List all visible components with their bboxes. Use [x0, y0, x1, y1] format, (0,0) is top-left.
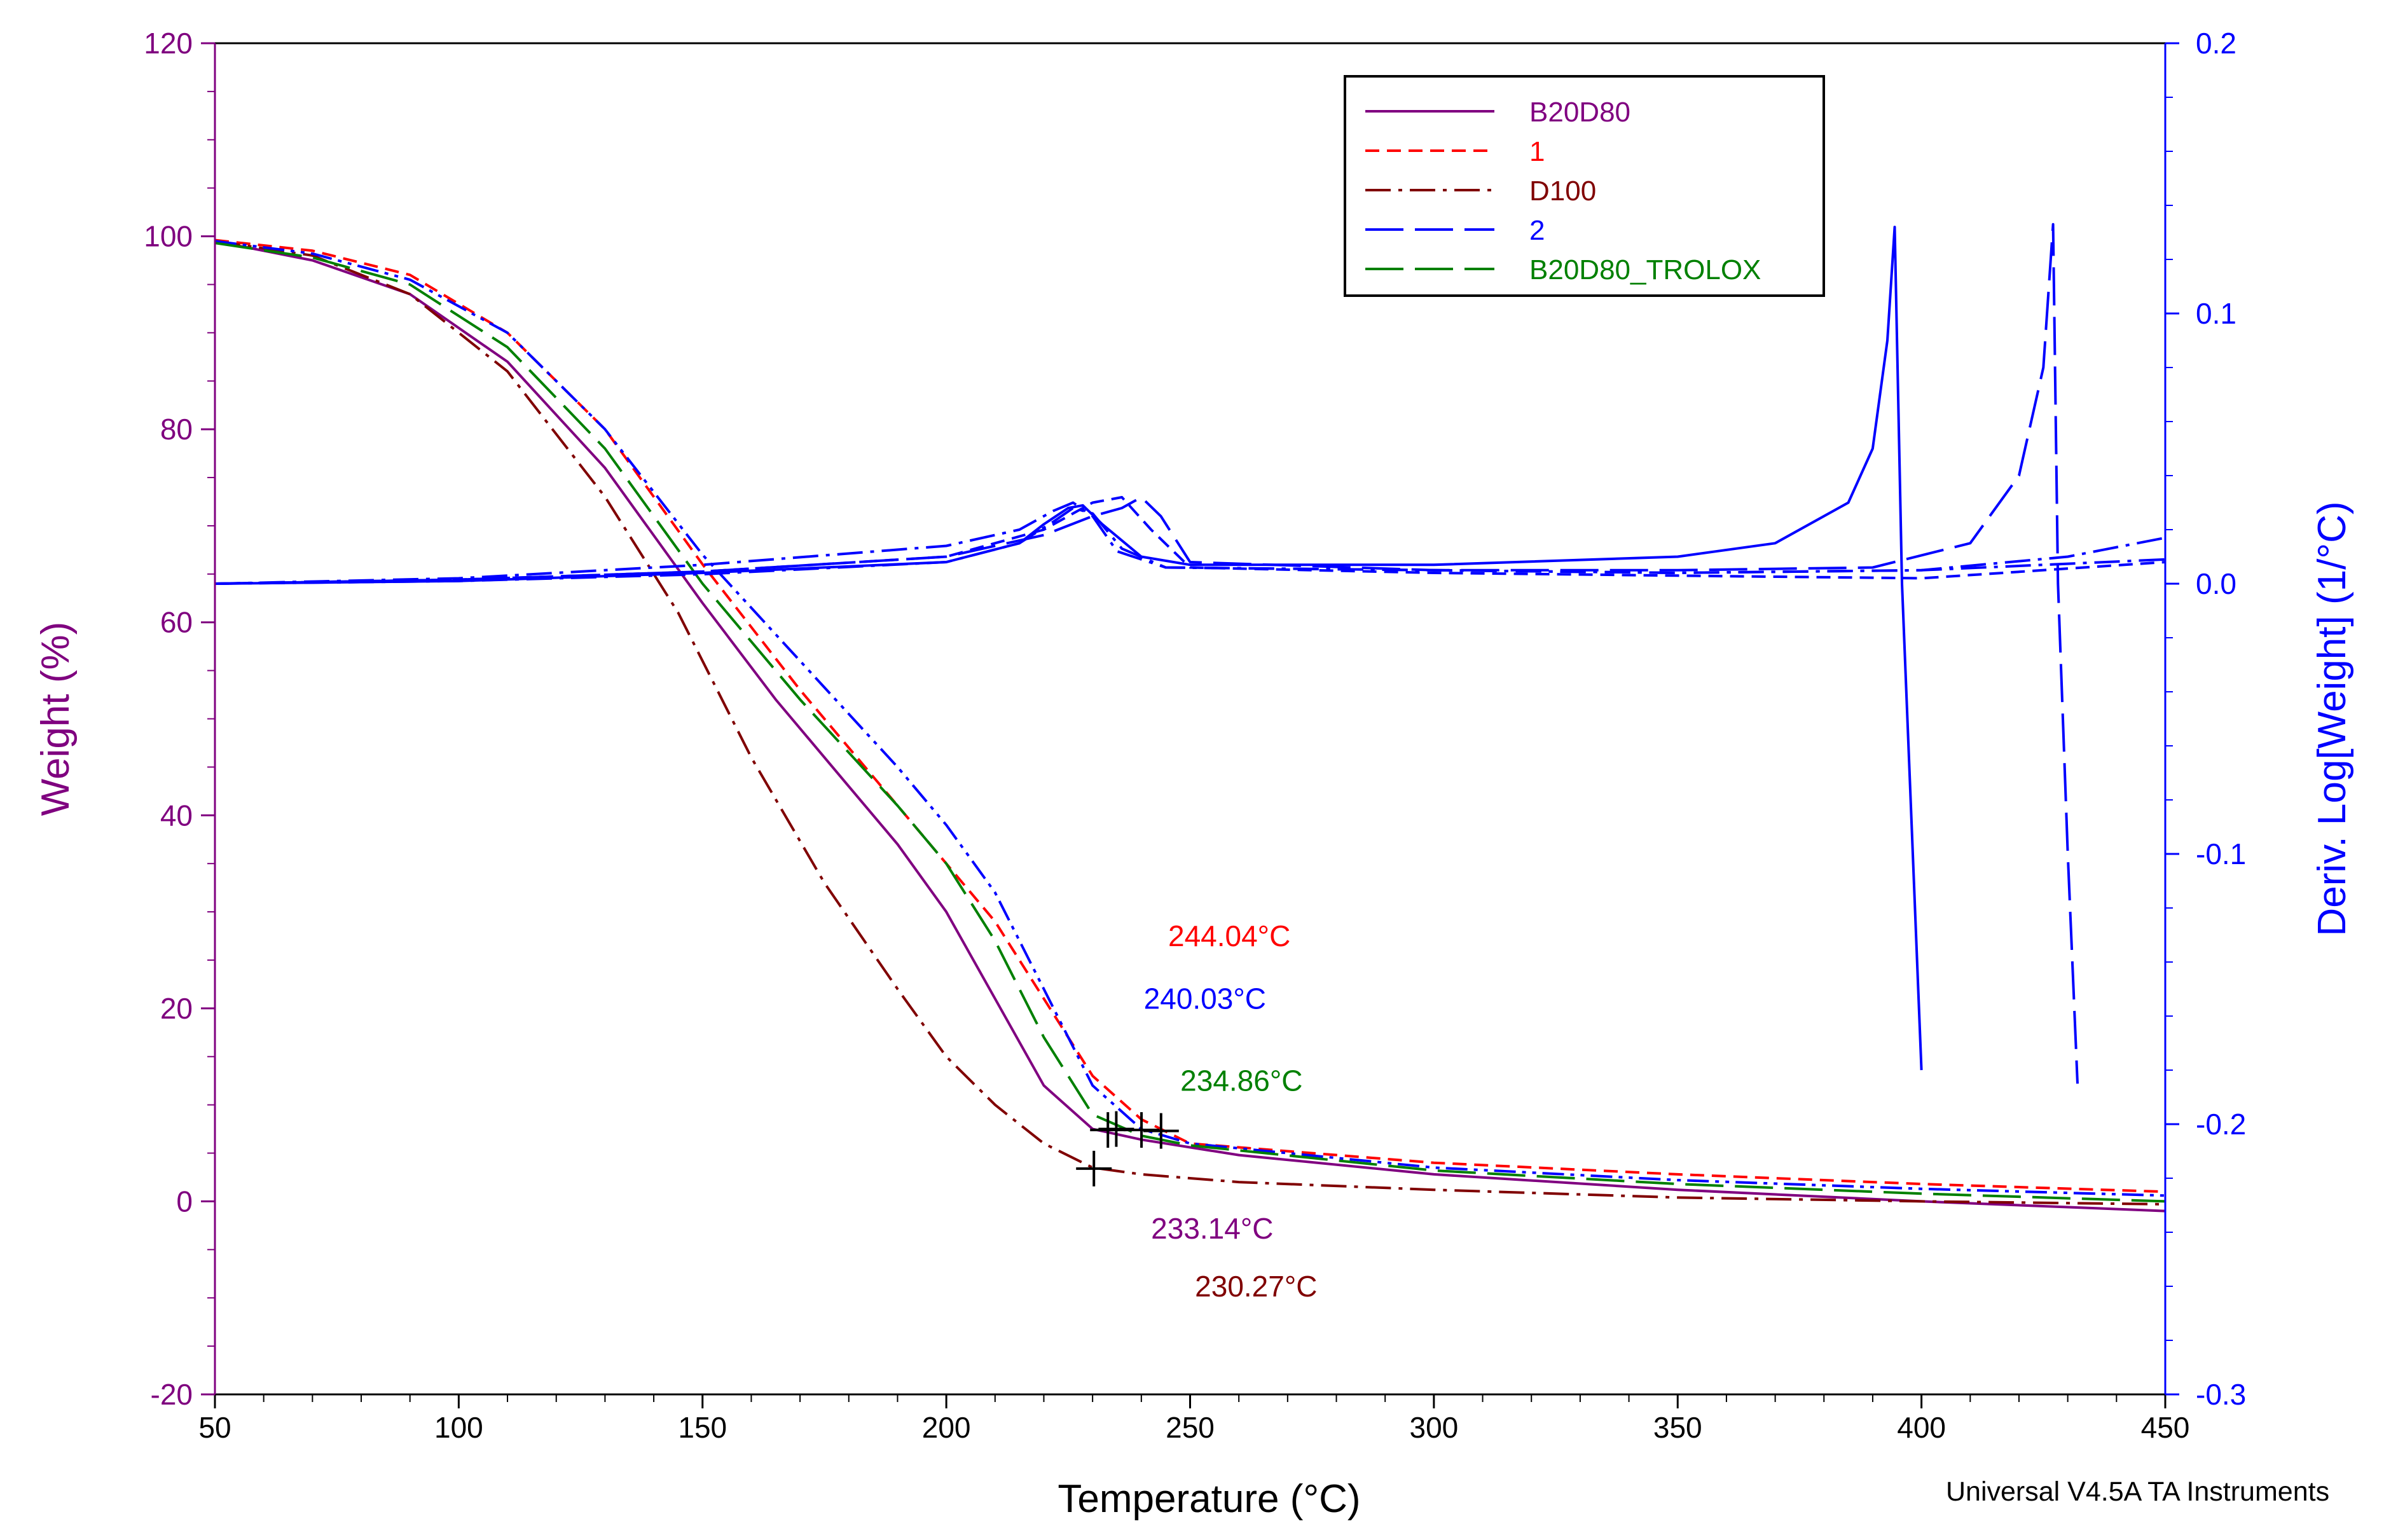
- annotation-layer: 244.04°C 240.03°C 234.86°C 233.14°C 230.27°C: [1144, 919, 1318, 1303]
- y-right-tick-label: -0.1: [2196, 837, 2246, 870]
- y-left-tick-label: 40: [160, 799, 193, 832]
- series-line-5: [214, 226, 1923, 1071]
- x-tick-label: 100: [434, 1411, 483, 1444]
- y-left-tick-label: -20: [151, 1378, 193, 1411]
- y-right-axis-label: Deriv. Log[Weight] (1/°C): [2310, 501, 2354, 936]
- legend: B20D80 1 D100 2 B20D80_TROLOX: [1344, 75, 1825, 297]
- x-tick-label: 350: [1653, 1411, 1702, 1444]
- x-tick-label: 50: [198, 1411, 231, 1444]
- y-right-tick-label: -0.2: [2196, 1108, 2246, 1141]
- x-axis-label: Temperature (°C): [1058, 1477, 1360, 1521]
- y-left-axis-label: Weight (%): [34, 622, 78, 816]
- series-line-4: [214, 242, 2166, 1203]
- series-line-1: [214, 238, 2166, 1193]
- y-right-tick-label: 0.2: [2196, 27, 2236, 60]
- legend-label: B20D80: [1529, 97, 1630, 128]
- legend-box: [1344, 75, 1825, 297]
- x-tick-label: 400: [1897, 1411, 1946, 1444]
- onset-marker: [1143, 1113, 1179, 1149]
- x-tick-label: 450: [2141, 1411, 2190, 1444]
- x-tick-label: 150: [678, 1411, 727, 1444]
- series-line-3: [214, 240, 2166, 1197]
- x-tick-label: 250: [1166, 1411, 1215, 1444]
- y-left-tick-label: 60: [160, 606, 193, 639]
- legend-label: B20D80_TROLOX: [1529, 254, 1761, 285]
- onset-annotation: 234.86°C: [1180, 1064, 1302, 1097]
- y-left-tick-label: 0: [176, 1185, 193, 1218]
- onset-annotation: 233.14°C: [1151, 1212, 1273, 1245]
- x-tick-label: 300: [1410, 1411, 1459, 1444]
- marker-layer: [1076, 1111, 1179, 1186]
- series-line-8: [214, 223, 2079, 1084]
- y-right-tick-label: 0.0: [2196, 567, 2236, 600]
- y-right-tick-label: -0.3: [2196, 1378, 2246, 1411]
- series-line-0: [214, 240, 2166, 1213]
- x-tick-label: 200: [922, 1411, 971, 1444]
- legend-label: 1: [1529, 136, 1545, 167]
- onset-marker: [1076, 1150, 1112, 1186]
- software-footer: Universal V4.5A TA Instruments: [1946, 1476, 2330, 1507]
- series-line-2: [214, 240, 2166, 1206]
- y-left-tick-label: 20: [160, 992, 193, 1025]
- axes-layer: 50 100 150 200 250 300 350 400 450-2002040608010…: [34, 27, 2354, 1521]
- y-left-tick-label: 100: [144, 220, 193, 253]
- series-layer: [214, 223, 2166, 1213]
- y-right-tick-label: 0.1: [2196, 297, 2236, 330]
- series-line-6: [214, 496, 2166, 585]
- onset-annotation: 230.27°C: [1195, 1270, 1317, 1303]
- legend-label: D100: [1529, 175, 1596, 207]
- onset-annotation: 240.03°C: [1144, 982, 1266, 1015]
- y-left-tick-label: 120: [144, 27, 193, 60]
- onset-annotation: 244.04°C: [1168, 919, 1290, 952]
- legend-label: 2: [1529, 215, 1545, 246]
- y-left-tick-label: 80: [160, 413, 193, 446]
- series-line-9: [214, 507, 2166, 585]
